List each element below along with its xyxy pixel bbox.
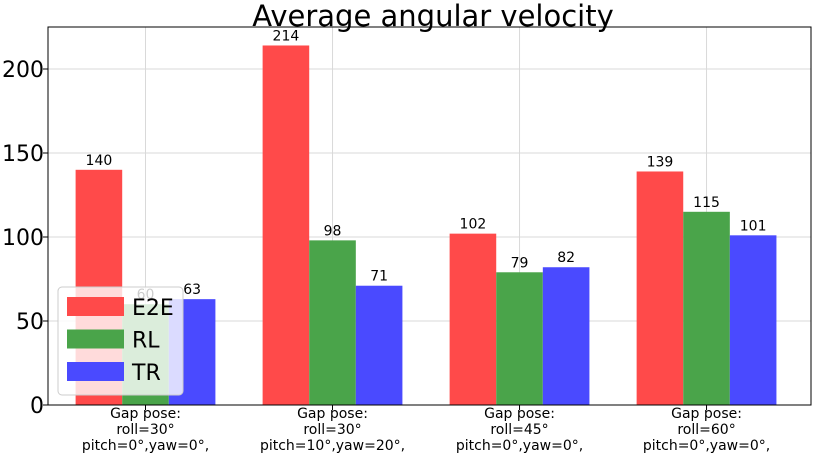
plot-frame: [47, 26, 812, 406]
bar-tr: [355, 285, 403, 405]
x-tick-label: Gap pose: roll=60° pitch=0°,yaw=0°,: [643, 406, 770, 454]
bar-value-label: 101: [740, 218, 767, 234]
bar-value-label: 79: [511, 255, 529, 271]
bar-value-label: 115: [693, 195, 720, 211]
y-tick-label: 200: [2, 58, 44, 83]
y-tick-label: 50: [16, 310, 44, 335]
bar-e2e: [449, 233, 497, 405]
y-tick-label: 0: [30, 394, 44, 419]
legend-swatch-rl: [67, 329, 124, 349]
x-tick-label: Gap pose: roll=30° pitch=10°,yaw=20°,: [260, 406, 405, 454]
bar-value-label: 63: [183, 282, 201, 298]
value-labels: 140214102139609879115637182101: [86, 28, 767, 303]
bar-e2e: [636, 171, 684, 405]
bar-value-label: 214: [273, 28, 300, 44]
bar-e2e: [262, 45, 310, 405]
x-axis: Gap pose: roll=30° pitch=0°,yaw=0°, Gap pos…: [82, 405, 770, 454]
bar-value-label: 102: [460, 217, 487, 233]
bar-value-label: 139: [647, 154, 674, 170]
bar-rl: [683, 211, 730, 405]
y-tick-label: 100: [2, 226, 44, 251]
y-axis: 0 50 100 150 200: [2, 58, 48, 419]
y-tick-label: 150: [2, 142, 44, 167]
x-tick-label: Gap pose: roll=45° pitch=0°,yaw=0°,: [456, 406, 583, 454]
legend-swatch-e2e: [67, 297, 124, 316]
x-tick-label: Gap pose: roll=30° pitch=0°,yaw=0°,: [82, 406, 209, 454]
legend-label-tr: TR: [131, 361, 161, 386]
chart-title: Average angular velocity: [252, 0, 614, 33]
bar-value-label: 140: [86, 153, 113, 169]
legend-label-e2e: E2E: [132, 296, 174, 321]
legend-label-rl: RL: [132, 329, 160, 354]
bar-value-label: 82: [557, 250, 575, 266]
bar-rl: [309, 240, 356, 405]
legend-swatch-tr: [67, 362, 124, 381]
bar-tr: [729, 235, 777, 405]
bar-value-label: 71: [370, 269, 388, 285]
legend: E2E RL TR: [57, 286, 184, 396]
bar-rl: [496, 272, 543, 405]
bar-value-label: 98: [324, 223, 342, 239]
bar-tr: [542, 267, 590, 405]
